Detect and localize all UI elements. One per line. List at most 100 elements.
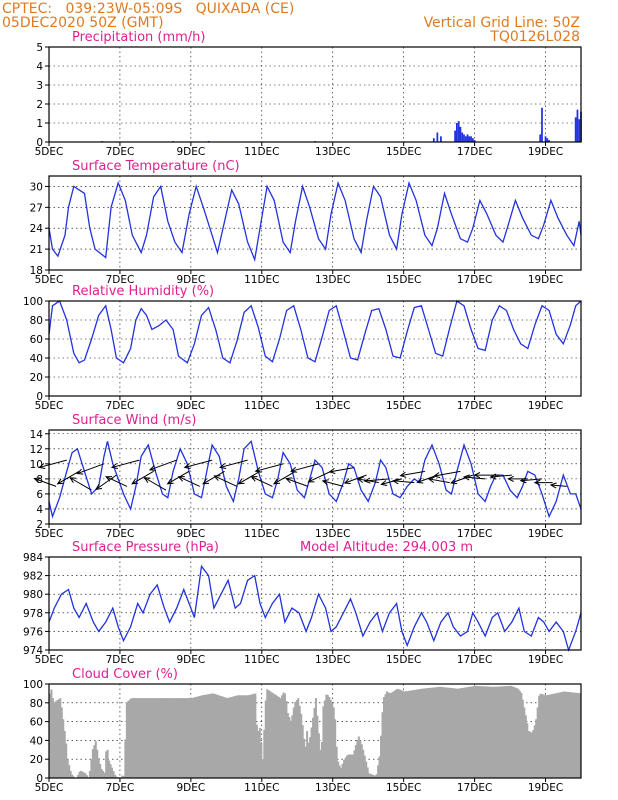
y-tick-label: 21 (30, 244, 43, 256)
cloud-cover-bar (504, 686, 507, 778)
cloud-cover-bar (214, 694, 217, 778)
wind-vector-head (363, 477, 371, 484)
cloud-cover-bar (217, 695, 220, 778)
cloud-cover-bar (564, 691, 567, 778)
cloud-cover-bar (505, 686, 508, 778)
x-tick-label: 5DEC (35, 782, 64, 794)
y-tick-label: 0 (36, 773, 43, 785)
x-tick-label: 15DEC (386, 528, 421, 540)
cloud-cover-bar (273, 694, 276, 778)
cloud-cover-bar (316, 715, 319, 778)
cloud-cover-bar (235, 695, 238, 778)
cloud-cover-bar (59, 698, 62, 778)
cloud-cover-bar (303, 738, 306, 778)
y-tick-label: 100 (23, 296, 43, 308)
wind-vector-head (533, 479, 541, 486)
cloud-cover-bar (415, 689, 418, 778)
cloud-cover-bar (425, 688, 428, 778)
cloud-cover-bar (544, 694, 547, 778)
header: CPTEC: 039:23W-05:09S QUIXADA (CE) 05DEC… (2, 1, 580, 45)
wind-vector (167, 470, 190, 485)
wind-vector-head (399, 471, 407, 478)
cloud-cover-bar (467, 687, 470, 778)
wind-vector-head (33, 477, 41, 484)
cloud-cover-bar (266, 689, 269, 778)
cloud-cover-bar (498, 686, 501, 778)
wind-vector-head (450, 478, 458, 485)
cloud-cover-bar (241, 695, 244, 778)
cloud-cover-bar (523, 707, 526, 778)
cloud-cover-bar (495, 686, 498, 778)
cloud-cover-bar (230, 696, 233, 778)
cloud-cover-bar (490, 686, 493, 778)
panel-frame (48, 300, 582, 397)
wind-vector-head (202, 478, 210, 485)
cloud-cover-bar (49, 693, 51, 778)
cloud-cover-bar (227, 697, 230, 778)
cloud-cover-bar (281, 695, 283, 778)
cloud-cover-bar (409, 690, 412, 778)
cloud-cover-bar (165, 698, 168, 778)
cloud-cover-bar (122, 775, 125, 778)
cloud-cover-bar (131, 698, 134, 778)
precip-bar (466, 134, 469, 142)
cloud-cover-bar (387, 692, 390, 778)
panel-frame (48, 429, 582, 525)
cloud-cover-bar (368, 773, 371, 778)
cloud-cover-bar (301, 725, 304, 778)
cloud-cover-bar (195, 696, 198, 778)
wind-vector (77, 463, 105, 475)
cloud-cover-bar (136, 698, 139, 778)
cloud-cover-bar (411, 690, 414, 778)
cloud-cover-bar (563, 691, 566, 778)
x-tick-label: 11DEC (244, 782, 279, 794)
cloud-cover-bar (529, 731, 532, 778)
x-tick-label: 15DEC (386, 654, 421, 666)
x-tick-label: 9DEC (176, 654, 205, 666)
cloud-cover-bar (348, 754, 351, 778)
precip-bar (546, 138, 549, 142)
cloud-cover-bar (282, 692, 285, 778)
cloud-cover-bar (292, 707, 295, 778)
cloud-cover-bar (421, 688, 424, 778)
wind-vector-head (38, 463, 46, 469)
cloud-cover-bar (143, 698, 146, 778)
cloud-cover-bar (245, 695, 248, 778)
cloud-cover-bar (291, 715, 294, 778)
x-tick-label: 9DEC (176, 146, 205, 158)
cloud-cover-bar (371, 774, 374, 778)
x-tick-label: 19DEC (528, 274, 563, 286)
cloud-cover-bar (561, 691, 564, 778)
cloud-cover-bar (121, 775, 124, 778)
cloud-cover-bar (335, 746, 338, 778)
y-tick-label: 20 (30, 754, 43, 766)
cloud-cover-bar (431, 687, 434, 778)
cloud-cover-bar (533, 725, 536, 778)
x-tick-label: 5DEC (35, 654, 64, 666)
cloud-cover-bar (71, 774, 74, 778)
cloud-cover-bar (297, 698, 300, 778)
wind-vector-head (307, 476, 315, 483)
cloud-cover-bar (108, 760, 111, 778)
cloud-cover-bar (267, 690, 270, 778)
cloud-cover-bar (279, 698, 282, 778)
cloud-cover-bar (309, 737, 312, 778)
cloud-cover-bar (354, 745, 357, 778)
cloud-cover-bar (133, 698, 136, 778)
cloud-cover-bar (539, 693, 542, 778)
cloud-cover-bar (158, 698, 161, 778)
precip-bar (470, 136, 472, 142)
cloud-cover-bar (378, 756, 381, 778)
wind-vector (364, 478, 390, 482)
series-line (48, 180, 582, 262)
y-tick-label: 4 (36, 504, 43, 516)
cloud-cover-bar (346, 755, 349, 778)
cloud-cover-bar (326, 694, 329, 778)
cloud-cover-bar (576, 692, 579, 778)
cloud-cover-bar (328, 696, 331, 778)
precip-bar (539, 134, 542, 142)
cloud-cover-bar (464, 687, 467, 778)
wind-vector-head (343, 478, 351, 485)
cloud-cover-bar (526, 723, 529, 778)
cloud-cover-bar (51, 698, 54, 778)
